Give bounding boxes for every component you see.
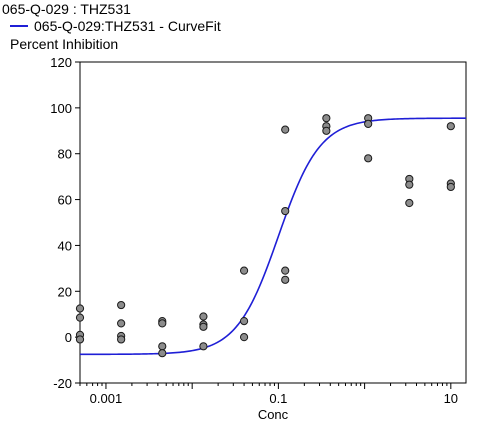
y-axis-label: Percent Inhibition (10, 36, 119, 52)
x-axis-ticks: 0.001 0.1 10 (79, 383, 458, 406)
data-point (75, 335, 85, 344)
chart-title: 065-Q-029 : THZ531 (2, 1, 131, 17)
data-point (322, 114, 331, 123)
data-point (281, 206, 290, 216)
y-tick-label: 100 (50, 101, 72, 116)
data-points (75, 114, 455, 358)
y-tick-label: 40 (58, 238, 72, 253)
data-point (239, 266, 249, 275)
data-point (322, 126, 331, 135)
data-point (117, 335, 126, 344)
data-point (199, 312, 208, 321)
y-tick-label: 80 (58, 147, 72, 162)
curve-fit-line (80, 117, 467, 356)
data-point (239, 316, 249, 326)
x-tick-label: 0.1 (269, 391, 287, 406)
y-tick-label: -20 (53, 376, 72, 391)
data-point (239, 333, 249, 342)
data-point (158, 319, 167, 328)
x-tick-label: 0.001 (90, 391, 123, 406)
y-axis-ticks: -20 0 20 40 60 80 100 120 (50, 55, 80, 391)
data-point (446, 182, 455, 192)
legend-label: 065-Q-029:THZ531 - CurveFit (34, 18, 221, 34)
data-point (281, 275, 290, 284)
data-point (446, 122, 455, 131)
y-tick-label: 60 (58, 193, 72, 208)
data-point (281, 266, 290, 275)
data-point (117, 319, 126, 328)
data-point (281, 125, 290, 134)
data-point (405, 180, 414, 189)
y-tick-label: 0 (65, 330, 72, 345)
y-tick-label: 120 (50, 55, 72, 70)
data-point (158, 349, 167, 358)
x-axis-label: Conc (258, 407, 289, 421)
data-point (199, 322, 208, 331)
data-point (405, 198, 414, 208)
data-point (199, 342, 208, 351)
plot-frame (79, 61, 467, 384)
legend-entry-curvefit: 065-Q-029:THZ531 - CurveFit (10, 18, 221, 34)
x-tick-label: 10 (444, 391, 458, 406)
data-point (158, 342, 167, 351)
data-point (364, 154, 373, 163)
data-point (364, 119, 373, 129)
data-point (75, 313, 85, 322)
y-tick-label: 20 (58, 284, 72, 299)
data-point (75, 304, 85, 313)
data-point (117, 300, 126, 310)
legend-line-swatch (10, 25, 28, 27)
